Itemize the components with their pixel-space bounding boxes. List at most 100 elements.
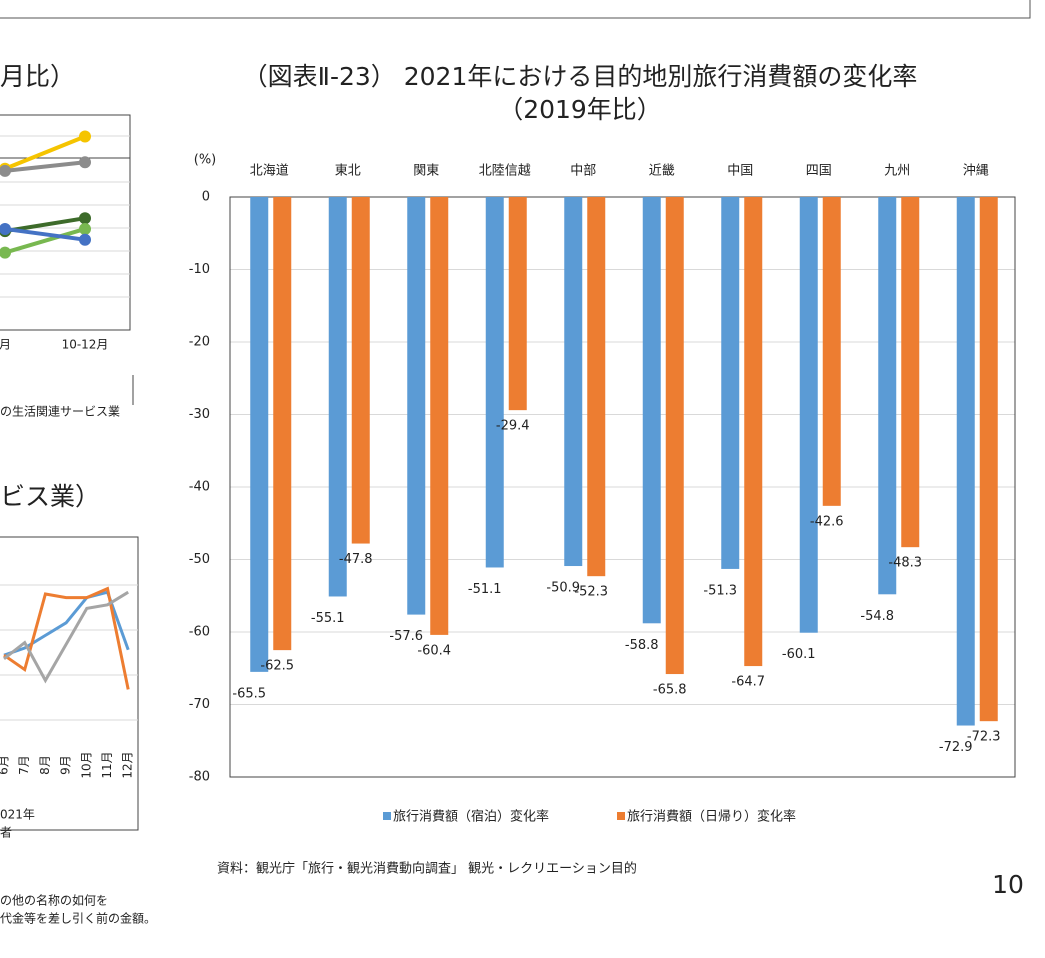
bar: [979, 197, 998, 722]
x-tick-label: 8月: [38, 755, 52, 775]
y-tick-label: -70: [189, 697, 210, 712]
x-tick-label: 6月: [0, 755, 11, 775]
line: [4, 226, 86, 242]
x-tick-label: 12月: [121, 751, 135, 778]
data-label: -65.8: [653, 683, 687, 698]
x-tick-label: 近畿: [649, 164, 675, 179]
legend-swatch: [383, 812, 391, 820]
point: [79, 212, 91, 225]
bar: [587, 197, 606, 577]
data-label: -55.1: [311, 611, 345, 626]
plot-frame: [0, 114, 131, 331]
x-tick-label: 関東: [413, 163, 439, 179]
footnote: 代金等を差し引く前の金額。: [0, 911, 156, 926]
bar: [665, 197, 684, 675]
data-label: -54.8: [860, 609, 894, 624]
data-label: -64.7: [731, 675, 765, 690]
footnote: の他の名称の如何を: [0, 893, 108, 908]
plot-frame: [229, 196, 1016, 778]
bar: [508, 197, 527, 411]
point: [79, 130, 91, 143]
bar: [407, 197, 426, 615]
data-label: -52.3: [574, 585, 608, 600]
x-tick-label: 中国: [727, 164, 753, 179]
data-label: -72.3: [967, 730, 1001, 745]
data-label: -50.9: [546, 581, 580, 596]
source: 資料：観光庁「旅行・観光消費動向調査」 観光・レクリエーション目的: [217, 861, 637, 877]
data-label: -57.6: [389, 629, 423, 644]
point: [79, 156, 91, 169]
chart-title: （図表Ⅱ-23） 2021年における目的地別旅行消費額の変化率: [243, 62, 918, 91]
legend-swatch: [617, 812, 625, 820]
bar: [901, 197, 920, 548]
data-label: -65.5: [232, 686, 266, 701]
line: [4, 227, 86, 255]
y-tick-label: -10: [189, 262, 210, 277]
x-tick-label: 中部: [570, 164, 596, 179]
left-chart-title: 月比）: [0, 62, 75, 91]
bar: [351, 197, 370, 544]
line: [3, 586, 130, 690]
x-tick-label: 7月: [17, 755, 31, 775]
bar: [721, 197, 740, 569]
point: [0, 246, 11, 259]
bar: [430, 197, 449, 635]
y-tick-label: -20: [189, 335, 210, 350]
line: [3, 590, 129, 684]
bar: [485, 197, 504, 568]
bar: [564, 197, 583, 567]
x-tick-label: 9月: [59, 755, 73, 775]
point: [0, 222, 11, 235]
left-chart-note: 021年: [0, 808, 35, 822]
x-tick-label: 四国: [806, 164, 832, 179]
data-label: -42.6: [810, 514, 844, 529]
left-chart-note: の生活関連サービス業: [0, 405, 120, 419]
bar: [328, 197, 347, 597]
x-tick-label: 九州: [884, 164, 910, 179]
y-tick-label: -40: [189, 480, 210, 495]
chart-subtitle: （2019年比）: [498, 95, 662, 124]
x-tick-label: 東北: [335, 163, 361, 179]
x-tick-label: 11月: [100, 751, 114, 778]
bar: [642, 197, 661, 624]
y-tick-label: 0: [202, 190, 210, 205]
line: [4, 134, 86, 171]
bar: [956, 197, 975, 726]
legend-label: 旅行消費額（日帰り）変化率: [627, 809, 796, 825]
point: [79, 222, 91, 235]
y-tick-label: -30: [189, 407, 210, 422]
data-label: -60.4: [417, 643, 451, 658]
legend-label: 旅行消費額（宿泊）変化率: [393, 809, 549, 825]
data-label: -29.4: [496, 419, 530, 434]
plot-frame: [0, 536, 139, 831]
data-label: -62.5: [260, 659, 294, 674]
bar: [799, 197, 818, 633]
bar: [250, 197, 269, 672]
x-tick-label: 沖縄: [963, 164, 989, 179]
x-tick-label: 10-12月: [62, 338, 109, 352]
point: [79, 233, 91, 246]
data-label: -60.1: [782, 647, 816, 662]
data-label: -48.3: [888, 556, 922, 571]
bar: [822, 197, 841, 506]
x-tick-label: 北海道: [250, 164, 289, 179]
y-tick-label: -50: [189, 552, 210, 567]
y-tick-label: -60: [189, 625, 210, 640]
data-label: -51.3: [703, 583, 737, 598]
data-label: -47.8: [339, 552, 373, 567]
x-tick-label: 月: [0, 338, 11, 352]
point: [0, 164, 11, 177]
line: [4, 160, 86, 173]
x-tick-label: 10月: [79, 751, 93, 778]
header-frame: [0, 0, 1031, 19]
bar: [744, 197, 763, 667]
left-chart-note: 者: [0, 826, 12, 840]
bar: [273, 197, 292, 651]
left-chart-title: ビス業）: [0, 482, 100, 511]
bar: [878, 197, 897, 595]
data-label: -51.1: [468, 582, 502, 597]
data-label: -58.8: [625, 638, 659, 653]
data-label: -72.9: [939, 740, 973, 755]
